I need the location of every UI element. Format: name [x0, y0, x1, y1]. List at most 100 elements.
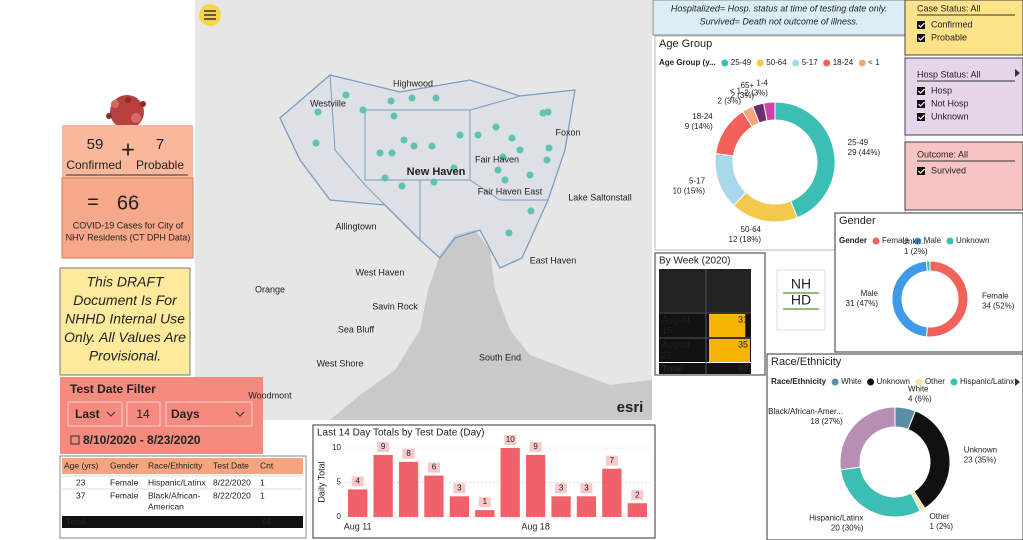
x-tick-label: Aug 11 — [344, 521, 372, 531]
data-label: 3 — [559, 483, 564, 492]
info-panel — [652, 0, 906, 36]
table-cell: 23 — [76, 477, 86, 487]
legend-swatch — [858, 59, 866, 67]
table-cell: 1 — [260, 490, 265, 500]
legend-label: 50-64 — [766, 58, 787, 67]
unit-dropdown[interactable] — [165, 401, 253, 427]
table-cell: Female — [110, 490, 139, 500]
filter-panel-title: Outcome: All — [917, 149, 968, 159]
data-label: 4 — [355, 477, 360, 486]
place-label: Westville — [310, 98, 346, 108]
donut-slice — [839, 406, 896, 471]
data-label-name: Unkn... — [902, 237, 927, 246]
data-label-box — [580, 483, 593, 494]
menu-button[interactable] — [199, 4, 221, 26]
table-header: Age (yrs) — [64, 460, 99, 470]
checkmark — [918, 101, 925, 107]
draft-panel — [59, 267, 191, 376]
count-input[interactable] — [126, 401, 161, 427]
chart-title: Last 14 Day Totals by Test Date (Day) — [317, 428, 485, 439]
weekly-header — [659, 269, 751, 312]
mode-dropdown[interactable] — [67, 401, 123, 427]
data-label-value: 20 (30%) — [831, 523, 864, 532]
data-label-value: 29 (44%) — [848, 148, 881, 157]
bar — [373, 454, 393, 517]
checkbox[interactable] — [917, 34, 925, 42]
data-label-name: 1-4 — [756, 78, 768, 87]
legend-swatch — [831, 378, 839, 386]
y-tick-label: 10 — [332, 443, 341, 452]
legend-swatch — [721, 59, 729, 67]
bar — [627, 503, 647, 517]
data-label: 2 — [635, 490, 640, 499]
table-header: Cnt — [260, 460, 274, 470]
place-label: East Haven — [530, 255, 577, 265]
legend-swatch — [867, 378, 875, 386]
data-label: 1 — [483, 497, 488, 506]
info-line: Survived= Death not outcome of illness. — [700, 16, 859, 26]
weekly-title: By Week (2020) — [659, 256, 731, 267]
checkbox[interactable] — [917, 100, 925, 108]
data-label: 3 — [584, 483, 589, 492]
weekly-header-text: Week — [662, 272, 685, 282]
bar — [348, 489, 368, 517]
probable-count: 7 — [156, 136, 164, 153]
weekly-value: 31 — [738, 314, 748, 324]
legend-label: < 1 — [868, 58, 880, 67]
case-table-total — [62, 516, 303, 528]
data-label-name: Other — [930, 512, 950, 521]
legend-title: Age Group (y... — [659, 58, 716, 67]
data-label-value: 9 (14%) — [685, 122, 713, 131]
total-count: 66 — [117, 192, 139, 214]
checkbox[interactable] — [917, 167, 925, 175]
logo-text: NH — [791, 276, 811, 292]
legend-swatch — [872, 237, 880, 245]
data-label: 9 — [381, 442, 386, 451]
bar — [449, 496, 470, 517]
legend-swatch — [823, 59, 831, 67]
data-label-value: 23 (35%) — [964, 456, 997, 465]
legend-label: 18-24 — [833, 58, 854, 67]
filter-option: Confirmed — [931, 19, 973, 29]
data-label-box — [427, 462, 440, 473]
x-tick-label: Aug 18 — [521, 521, 550, 531]
data-label-box — [555, 483, 568, 494]
filter-option: Unknown — [931, 111, 969, 121]
weekly-week: 15 — [662, 325, 672, 335]
legend-swatch — [950, 378, 958, 386]
place-label: West Haven — [356, 267, 405, 277]
legend-label: Female — [882, 236, 909, 245]
hosp-status-panel — [904, 57, 1023, 136]
cases-caption: COVID-19 Cases for City of — [73, 220, 184, 230]
legend-label: Unknown — [956, 236, 989, 245]
data-label-name: Hispanic/Latinx — [809, 513, 863, 522]
bar — [551, 496, 571, 517]
legend-label: 25-49 — [731, 58, 752, 67]
weekly-value: 35 — [738, 339, 748, 349]
filter-option: Probable — [931, 32, 967, 42]
data-label-value: 1 (2%) — [904, 247, 928, 256]
data-label-box — [377, 441, 390, 452]
place-label: Fair Haven — [475, 154, 519, 164]
data-label-name: Unknown — [964, 446, 997, 455]
checkbox[interactable] — [917, 113, 925, 121]
data-label-value: 2 (3%) — [731, 91, 755, 100]
data-label-name: White — [908, 384, 929, 393]
place-label: Woodmont — [248, 390, 292, 400]
weekly-header-text: 2020 — [709, 272, 729, 282]
data-label: 6 — [432, 463, 437, 472]
y-tick-label: 5 — [337, 478, 342, 487]
checkbox[interactable] — [917, 21, 925, 29]
legend-swatch — [792, 59, 800, 67]
table-cell: Female — [110, 477, 139, 487]
count-panel-top — [62, 125, 193, 178]
weekly-header-text: Ending In — [662, 294, 700, 304]
chart-title: Age Group — [659, 38, 712, 50]
data-label-name: Black/African-Amer... — [768, 407, 843, 416]
checkmark — [918, 35, 925, 41]
table-cell: 37 — [76, 490, 86, 500]
checkbox[interactable] — [917, 87, 925, 95]
legend-title: Race/Ethnicity — [771, 377, 827, 386]
filter-panel-title: Hosp Status: All — [917, 69, 981, 79]
place-label: New Haven — [407, 166, 466, 178]
